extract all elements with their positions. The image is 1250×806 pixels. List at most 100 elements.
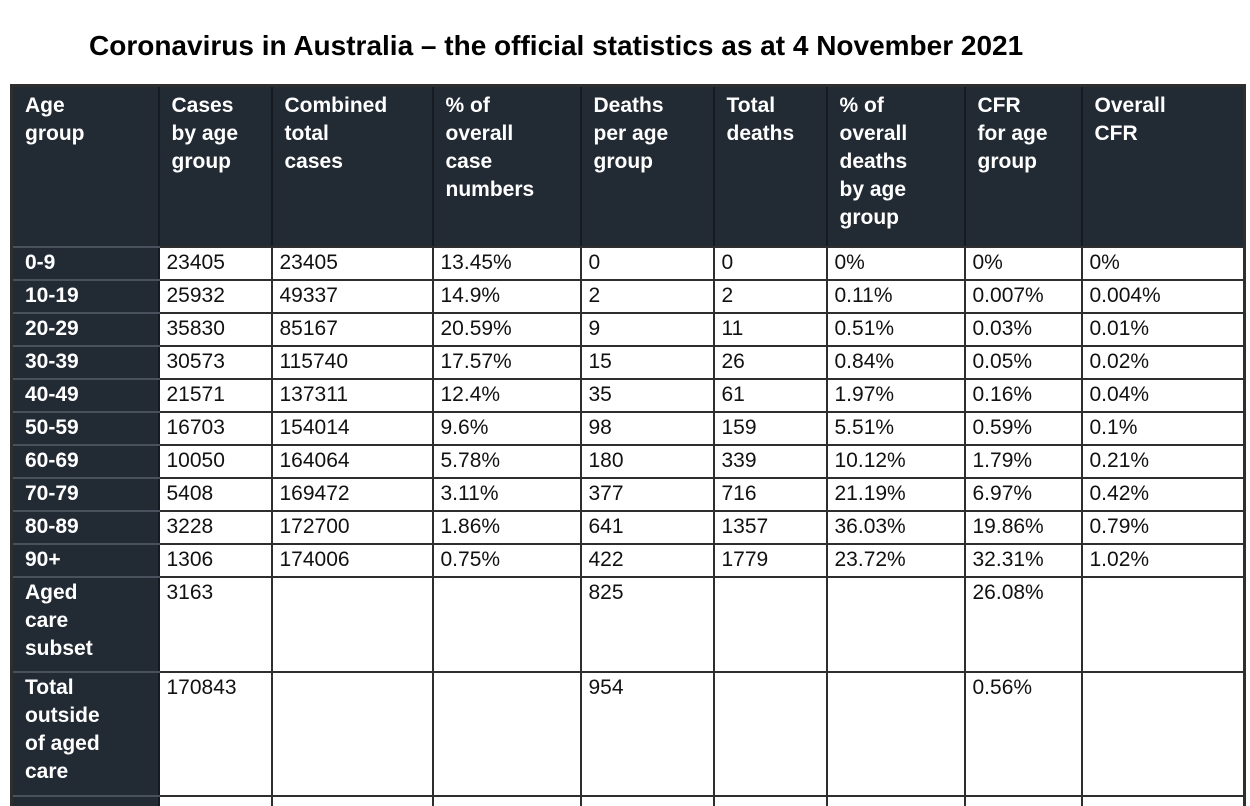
- table-row: Aged care subset 3163 825 26.08%: [10, 575, 1246, 673]
- table-cell: [157, 794, 273, 806]
- table-cell: 16703: [157, 410, 273, 446]
- table-cell: [579, 794, 715, 806]
- row-header: 60-69: [10, 443, 160, 479]
- table-cell: 377: [579, 476, 715, 512]
- table-cell: 20.59%: [431, 311, 582, 347]
- table-cell: 0.21%: [1080, 443, 1246, 479]
- table-cell: 61: [712, 377, 828, 413]
- row-header: 50-59: [10, 410, 160, 446]
- table-cell: [825, 794, 966, 806]
- table-cell: 30573: [157, 344, 273, 380]
- row-header: 20-29: [10, 311, 160, 347]
- table-cell: 169472: [270, 476, 434, 512]
- table-cell: 35: [579, 377, 715, 413]
- table-cell: 641: [579, 509, 715, 545]
- table-cell: 12.4%: [431, 377, 582, 413]
- table-cell: [712, 794, 828, 806]
- table-cell: 85167: [270, 311, 434, 347]
- table-cell: 0.03%: [963, 311, 1083, 347]
- table-cell: 9: [579, 311, 715, 347]
- table-row: 30-39 30573 115740 17.57% 15 26 0.84% 0.05% 0.02…: [10, 344, 1246, 380]
- table-cell: 0.1%: [1080, 410, 1246, 446]
- table-cell: 9.6%: [431, 410, 582, 446]
- table-cell: 180: [579, 443, 715, 479]
- row-header: 80-89: [10, 509, 160, 545]
- table-cell: 154014: [270, 410, 434, 446]
- table-cell: 422: [579, 542, 715, 578]
- table-cell: 35830: [157, 311, 273, 347]
- table-cell: 3228: [157, 509, 273, 545]
- table-cell: 3.11%: [431, 476, 582, 512]
- table-cell: 5408: [157, 476, 273, 512]
- table-cell: 164064: [270, 443, 434, 479]
- table-cell: 339: [712, 443, 828, 479]
- column-header: % of overall deaths by age group: [825, 84, 966, 248]
- table-cell: 26.08%: [963, 575, 1083, 673]
- table-cell: 1306: [157, 542, 273, 578]
- table-cell: 0.004%: [1080, 278, 1246, 314]
- table-row: 0-9 23405 23405 13.45% 0 0 0% 0% 0%: [10, 245, 1246, 281]
- table-cell: 26: [712, 344, 828, 380]
- row-header: Aged care subset: [10, 575, 160, 673]
- table-cell: 1357: [712, 509, 828, 545]
- table-cell: [1080, 670, 1246, 797]
- column-header: Combined total cases: [270, 84, 434, 248]
- table-row: 50-59 16703 154014 9.6% 98 159 5.51% 0.59% 0.1%: [10, 410, 1246, 446]
- table-row: 90+ 1306 174006 0.75% 422 1779 23.72% 32.31% 1.0…: [10, 542, 1246, 578]
- table-cell: [712, 575, 828, 673]
- table-cell: 0.75%: [431, 542, 582, 578]
- table-cell: 32.31%: [963, 542, 1083, 578]
- table-cell: 0.02%: [1080, 344, 1246, 380]
- table-cell: 5.78%: [431, 443, 582, 479]
- table-cell: 98: [579, 410, 715, 446]
- header-row: Age group Cases by age group Combined tota…: [10, 84, 1246, 248]
- table-cell: 172700: [270, 509, 434, 545]
- table-cell: 17.57%: [431, 344, 582, 380]
- table-cell: 23405: [157, 245, 273, 281]
- table-cell: 0%: [1080, 245, 1246, 281]
- table-cell: 0.84%: [825, 344, 966, 380]
- table-cell: 1779: [712, 542, 828, 578]
- table-cell: 23.72%: [825, 542, 966, 578]
- table-cell: 825: [579, 575, 715, 673]
- table-cell: [431, 670, 582, 797]
- column-header: Total deaths: [712, 84, 828, 248]
- table-cell: 23405: [270, 245, 434, 281]
- table-cell: 1.86%: [431, 509, 582, 545]
- table-cell: 0%: [825, 245, 966, 281]
- table-cell: 19.86%: [963, 509, 1083, 545]
- table-cell: [825, 670, 966, 797]
- table-cell: 0.04%: [1080, 377, 1246, 413]
- table-cell: [270, 794, 434, 806]
- table-cell: 0%: [963, 245, 1083, 281]
- table-cell: 0: [579, 245, 715, 281]
- table-cell: 170843: [157, 670, 273, 797]
- table-cell: 10.12%: [825, 443, 966, 479]
- column-header: Deaths per age group: [579, 84, 715, 248]
- table-cell: 14.9%: [431, 278, 582, 314]
- table-cell: 174006: [270, 542, 434, 578]
- table-cell: 1.79%: [963, 443, 1083, 479]
- table-row: 40-49 21571 137311 12.4% 35 61 1.97% 0.16% 0.04%: [10, 377, 1246, 413]
- table-cell: 6.97%: [963, 476, 1083, 512]
- table-cell: 0.16%: [963, 377, 1083, 413]
- table-cell: 0.42%: [1080, 476, 1246, 512]
- row-header: [10, 794, 160, 806]
- table-cell: [963, 794, 1083, 806]
- table-cell: 159: [712, 410, 828, 446]
- row-header: 0-9: [10, 245, 160, 281]
- table-row: 80-89 3228 172700 1.86% 641 1357 36.03% 19.86% 0…: [10, 509, 1246, 545]
- table-cell: 1.02%: [1080, 542, 1246, 578]
- table-cell: [270, 575, 434, 673]
- table-row-partial: [10, 794, 1246, 806]
- table-cell: 25932: [157, 278, 273, 314]
- table-cell: 1.97%: [825, 377, 966, 413]
- table-cell: 954: [579, 670, 715, 797]
- table-cell: 21.19%: [825, 476, 966, 512]
- table-cell: 0.79%: [1080, 509, 1246, 545]
- table-cell: [1080, 575, 1246, 673]
- table-cell: 0.59%: [963, 410, 1083, 446]
- row-header: 70-79: [10, 476, 160, 512]
- table-row: 20-29 35830 85167 20.59% 9 11 0.51% 0.03% 0.01%: [10, 311, 1246, 347]
